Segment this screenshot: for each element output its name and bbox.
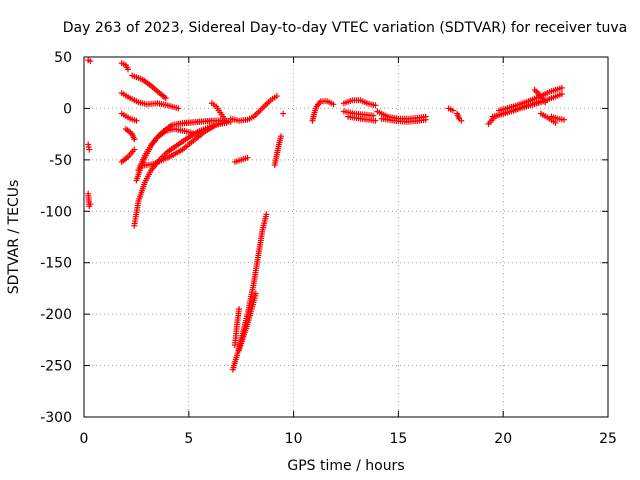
data-point <box>558 84 565 91</box>
data-point <box>263 211 270 218</box>
x-tick-label: 10 <box>285 431 303 447</box>
x-tick-label: 25 <box>599 431 617 447</box>
data-point <box>189 130 196 137</box>
data-point <box>131 136 138 143</box>
data-point <box>422 116 429 123</box>
data-point <box>252 290 259 297</box>
data-point <box>162 95 169 102</box>
y-tick-label: -300 <box>40 410 72 426</box>
data-point <box>221 115 228 122</box>
plot-frame <box>83 56 609 418</box>
data-point <box>542 99 549 106</box>
data-point <box>236 306 243 312</box>
data-point <box>330 101 337 108</box>
y-tick-label: 0 <box>63 101 72 117</box>
x-tick-label: 20 <box>494 431 512 447</box>
data-point <box>558 91 565 98</box>
data-point <box>560 116 567 123</box>
y-axis-label: SDTVAR / TECUs <box>6 180 22 295</box>
y-tick-label: -250 <box>40 359 72 375</box>
data-point <box>131 146 138 153</box>
data-point <box>133 117 140 124</box>
x-axis-label: GPS time / hours <box>287 458 404 474</box>
y-tick-label: 50 <box>54 50 72 66</box>
x-tick-label: 5 <box>184 431 193 447</box>
y-tick-label: -150 <box>40 256 72 272</box>
chart-title: Day 263 of 2023, Sidereal Day-to-day VTE… <box>63 20 627 36</box>
data-point <box>87 58 94 65</box>
data-point <box>458 117 465 124</box>
data-point <box>278 133 285 140</box>
data-point <box>125 66 132 73</box>
y-axis-ticks: 50 0 -50 -100 -150 -200 -250 -300 <box>40 50 608 426</box>
data-point <box>372 117 379 124</box>
data-point <box>175 105 182 112</box>
data-point <box>449 107 456 114</box>
data-point <box>87 201 94 208</box>
data-point <box>280 110 287 117</box>
y-tick-label: -200 <box>40 307 72 323</box>
data-point <box>372 102 379 109</box>
x-tick-label: 15 <box>389 431 407 447</box>
data-point <box>86 146 93 153</box>
x-axis-ticks: 0 5 10 15 20 25 <box>80 57 617 447</box>
x-tick-label: 0 <box>80 431 89 447</box>
y-tick-label: -50 <box>49 153 72 169</box>
data-points <box>85 57 567 373</box>
data-point <box>244 154 251 161</box>
y-tick-label: -100 <box>40 204 72 220</box>
data-point <box>273 93 280 100</box>
